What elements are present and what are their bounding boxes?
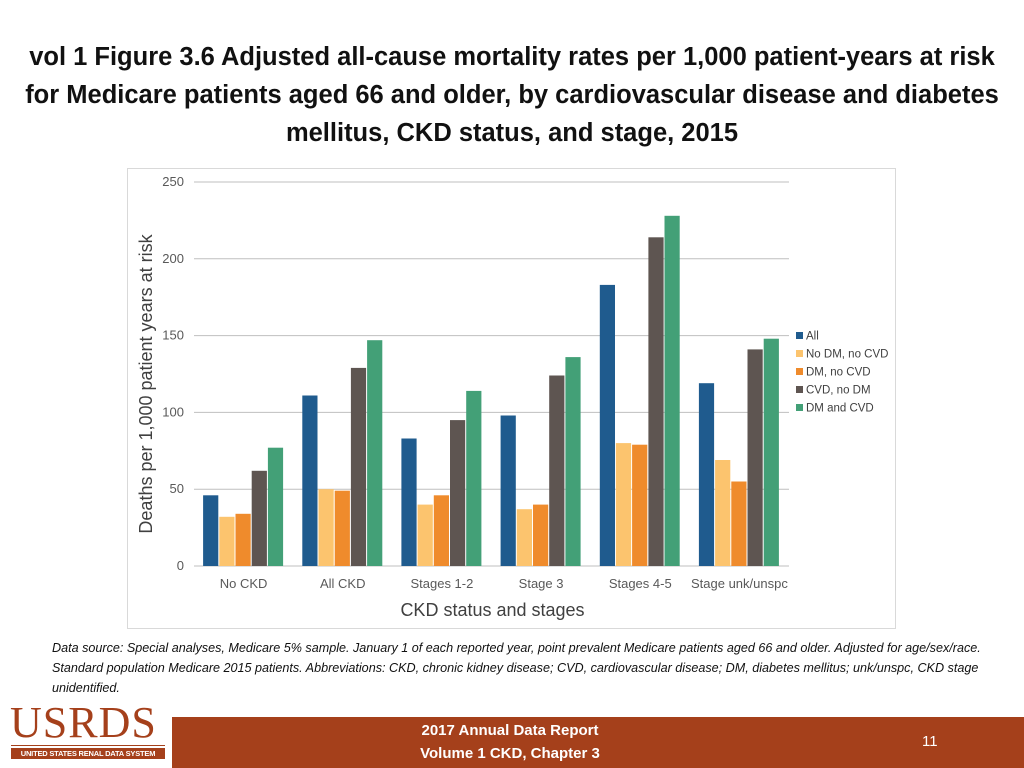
chart-frame: 0 50 100 150 200 250 No CKD All CKD Stages 1-2 St… [127,168,896,629]
legend-swatch-no-dm-no-cvd [796,350,803,357]
bar-stage-unk-unspc-dm-and-cvd [763,338,779,566]
bar-stages-4-5-dm-and-cvd [664,215,680,567]
bar-stages-4-5-all [599,284,615,566]
bar-stage-unk-unspc-dm-no-cvd [731,481,747,566]
x-tick-label-4: Stages 4-5 [609,576,672,591]
legend-label-dm-no-cvd: DM, no CVD [806,367,871,379]
bar-no-ckd-dm-and-cvd [267,447,284,566]
bar-stage-unk-unspc-all [698,383,715,566]
bar-stages-1-2-dm-and-cvd [466,390,482,566]
bar-stage-unk-unspc-cvd-no-dm [747,349,763,566]
bar-stages-1-2-all [401,438,417,566]
bar-stages-1-2-dm-no-cvd [433,495,449,566]
bar-no-ckd-all [203,495,219,566]
bar-no-ckd-dm-no-cvd [235,513,251,566]
usrds-logo-wordmark: USRDS [10,698,157,747]
bar-no-ckd-cvd-no-dm [251,470,267,566]
x-tick-label-2: Stages 1-2 [410,576,473,591]
legend-swatch-dm-and-cvd [796,404,803,411]
bar-stages-4-5-cvd-no-dm [648,237,664,567]
y-tick-label-50: 50 [170,481,184,496]
slide-title: vol 1 Figure 3.6 Adjusted all-cause mort… [25,43,999,147]
x-axis-title: CKD status and stages [400,600,584,620]
bar-stage-3-dm-no-cvd [533,504,549,566]
legend-label-all: All [806,331,819,343]
legend-label-dm-and-cvd: DM and CVD [806,403,874,415]
bar-all-ckd-all [302,395,318,566]
x-tick-label-0: No CKD [220,576,268,591]
bar-stage-3-dm-and-cvd [565,357,581,566]
bar-all-ckd-dm-no-cvd [334,490,350,566]
legend-swatch-cvd-no-dm [796,386,803,393]
bar-all-ckd-cvd-no-dm [350,367,367,566]
bar-stages-4-5-dm-no-cvd [632,444,648,566]
bar-stage-3-no-dm-no-cvd [516,509,532,566]
bar-stage-3-all [500,415,516,566]
y-axis-title: Deaths per 1,000 patient years at risk [136,233,156,533]
page-number: 11 [922,733,938,750]
bar-stages-4-5-no-dm-no-cvd [615,443,632,566]
usrds-logo-subtitle: UNITED STATES RENAL DATA SYSTEM [11,748,165,759]
data-source-footnote: Data source: Special analyses, Medicare … [52,641,981,695]
bar-chart: 0 50 100 150 200 250 No CKD All CKD Stages 1-2 St… [136,174,888,620]
footer-line-1: 2017 Annual Data Report [421,722,599,739]
bar-stage-unk-unspc-no-dm-no-cvd [715,460,731,566]
footer-line-2: Volume 1 CKD, Chapter 3 [420,745,600,762]
bar-no-ckd-no-dm-no-cvd [219,516,235,566]
legend-label-cvd-no-dm: CVD, no DM [806,385,871,397]
bar-all-ckd-no-dm-no-cvd [318,489,334,566]
bar-all-ckd-dm-and-cvd [367,340,383,566]
x-tick-label-5: Stage unk/unspc [691,576,788,591]
bar-stages-1-2-no-dm-no-cvd [417,504,433,566]
y-tick-label-200: 200 [162,251,184,266]
legend-label-no-dm-no-cvd: No DM, no CVD [806,349,888,361]
legend-swatch-all [796,332,803,339]
y-tick-label-250: 250 [162,174,184,189]
x-tick-label-3: Stage 3 [519,576,564,591]
bar-stage-3-cvd-no-dm [549,375,565,566]
footer-report-title: 2017 Annual Data Report Volume 1 CKD, Ch… [360,717,660,765]
legend-swatch-dm-no-cvd [796,368,803,375]
y-tick-label-150: 150 [162,328,184,343]
x-tick-label-1: All CKD [320,576,366,591]
usrds-logo-rule [11,745,165,746]
y-tick-label-100: 100 [162,404,184,419]
bar-stages-1-2-cvd-no-dm [450,420,466,566]
y-tick-label-0: 0 [177,558,184,573]
